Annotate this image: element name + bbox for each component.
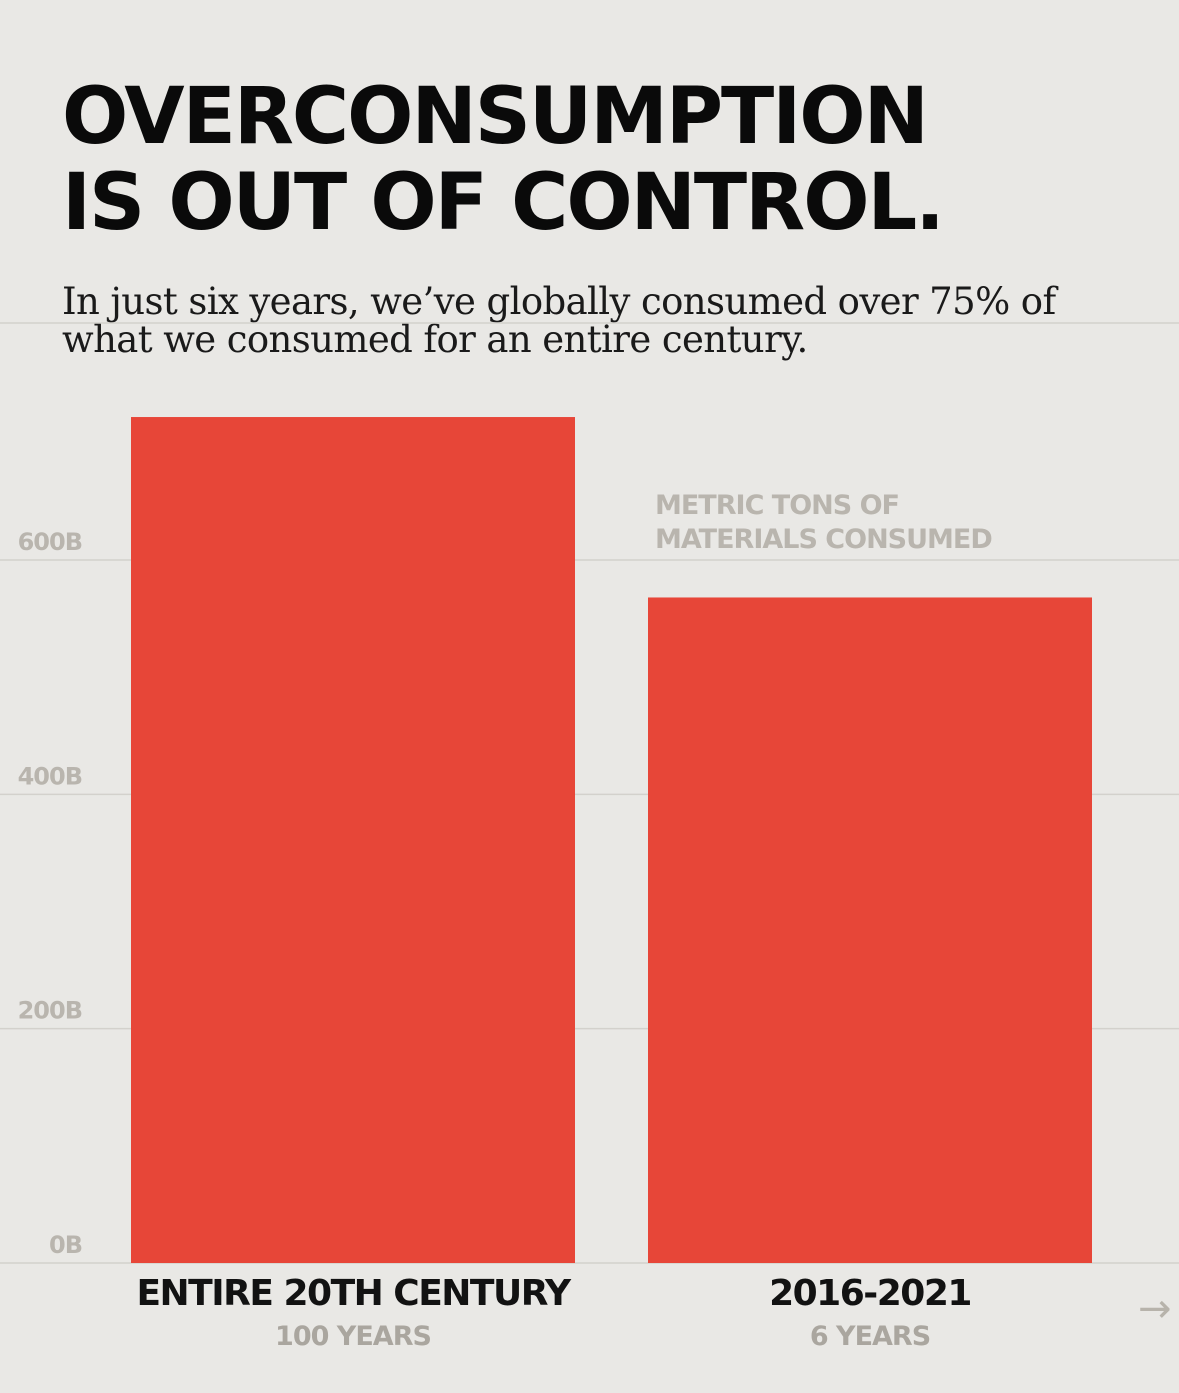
headline: OVERCONSUMPTION IS OUT OF CONTROL.: [62, 74, 1152, 246]
subtitle: In just six years, we’ve globally consum…: [62, 283, 1162, 359]
category-sublabel: 100 YEARS: [275, 1321, 431, 1352]
bar: [648, 597, 1092, 1263]
category-sublabel: 6 YEARS: [810, 1321, 930, 1352]
category-label: ENTIRE 20TH CENTURY: [136, 1273, 572, 1314]
category-label: 2016-2021: [769, 1273, 971, 1314]
headline-line-2: IS OUT OF CONTROL.: [62, 158, 945, 248]
headline-line-1: OVERCONSUMPTION: [62, 72, 929, 162]
y-tick-label: 600B: [18, 528, 82, 556]
y-tick-label: 400B: [18, 762, 82, 790]
unit-label-line-1: METRIC TONS OF: [655, 490, 899, 521]
y-tick-label: 200B: [18, 997, 82, 1025]
subtitle-line-1: In just six years, we’ve globally consum…: [62, 280, 1056, 323]
bar: [131, 417, 575, 1263]
next-arrow-icon[interactable]: →: [1138, 1286, 1172, 1332]
subtitle-line-2: what we consumed for an entire century.: [62, 318, 808, 361]
unit-label-line-2: MATERIALS CONSUMED: [655, 524, 992, 555]
y-tick-label: 0B: [49, 1231, 82, 1259]
